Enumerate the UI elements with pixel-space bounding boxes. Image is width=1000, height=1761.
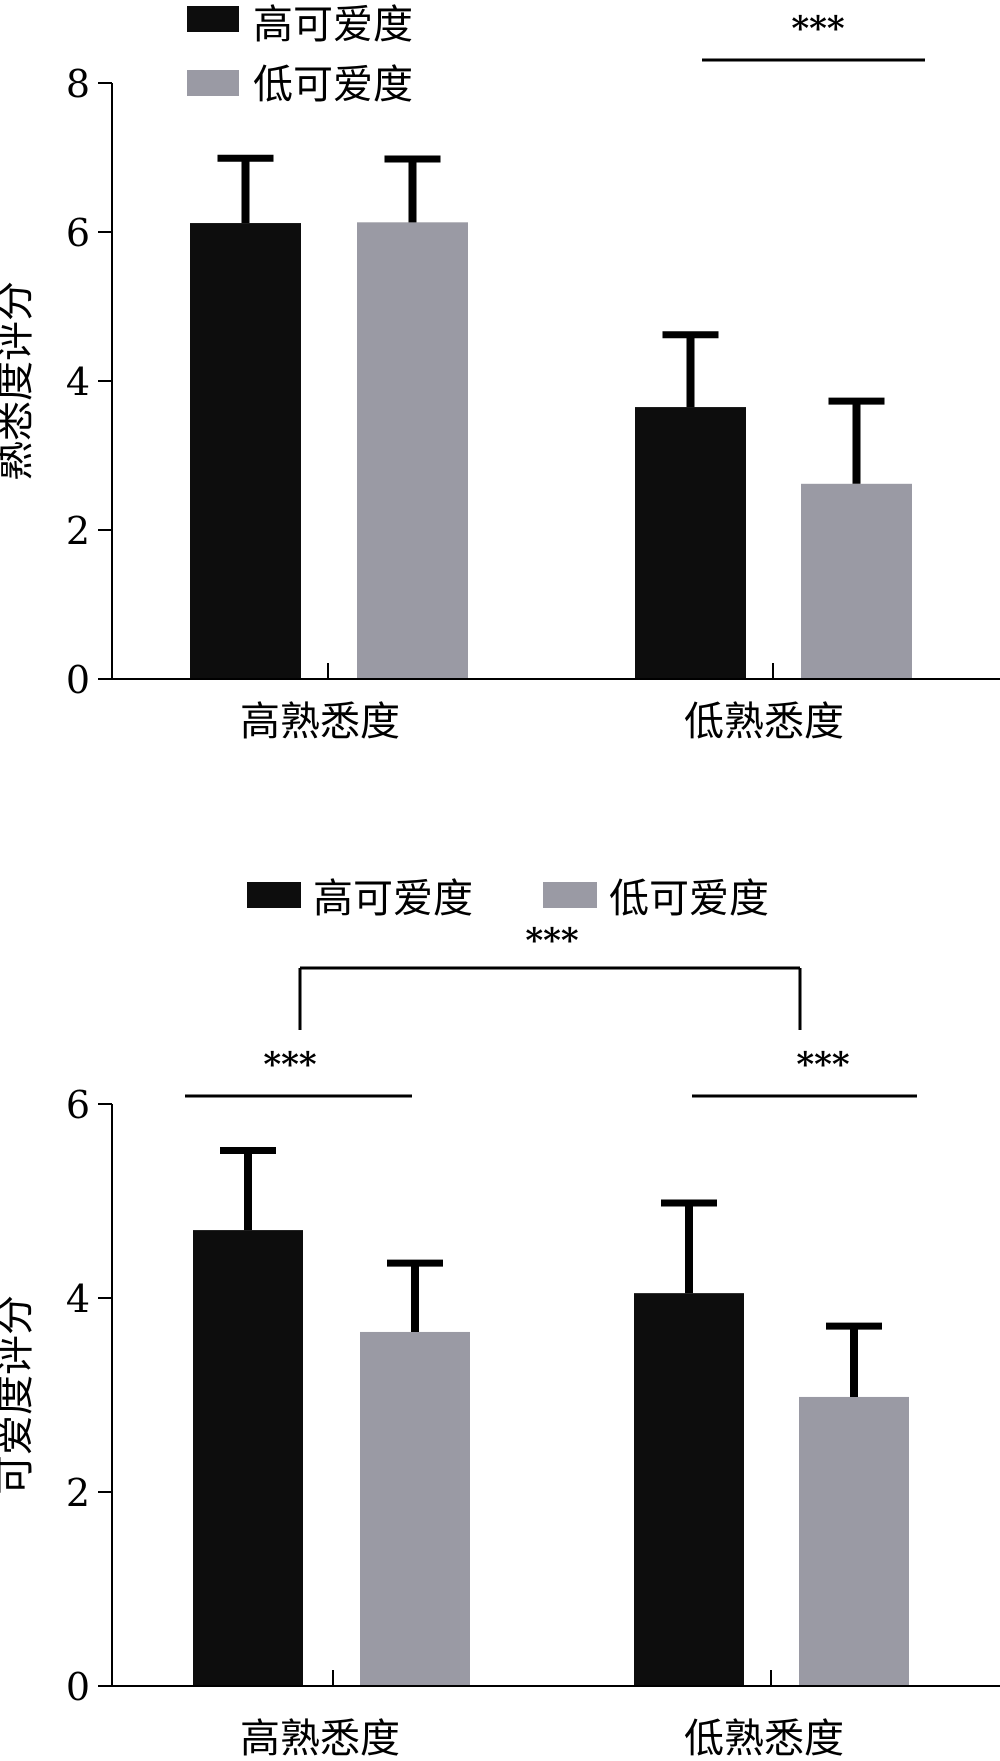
legend-label: 低可爱度 bbox=[609, 876, 769, 922]
bar bbox=[799, 1396, 909, 1686]
legend-label: 高可爱度 bbox=[313, 876, 473, 922]
y-tick-label: 2 bbox=[66, 1471, 90, 1515]
x-tick-label: 高熟悉度 bbox=[240, 1716, 400, 1761]
y-tick-label: 2 bbox=[66, 509, 90, 553]
legend-swatch bbox=[187, 6, 239, 32]
bar bbox=[357, 222, 468, 679]
bar bbox=[190, 223, 301, 679]
legend-swatch bbox=[187, 70, 239, 96]
y-axis-label: 熟悉度评分 bbox=[0, 281, 38, 481]
bar bbox=[360, 1331, 470, 1686]
bar bbox=[193, 1230, 303, 1686]
y-tick-label: 0 bbox=[66, 658, 90, 702]
legend-label: 高可爱度 bbox=[253, 2, 413, 48]
chart-2: 0 2 4 6 高熟悉度 低熟悉度 可爱度评分 高可爱度 低可爱度 *** *** *** bbox=[0, 876, 1000, 1761]
y-tick-label: 8 bbox=[66, 62, 90, 106]
y-axis-label: 可爱度评分 bbox=[0, 1295, 38, 1495]
significance-label: *** bbox=[525, 921, 579, 961]
y-tick-label: 4 bbox=[66, 360, 90, 404]
significance-label: *** bbox=[796, 1045, 850, 1085]
x-tick-label: 低熟悉度 bbox=[684, 699, 844, 745]
legend-swatch bbox=[247, 882, 301, 908]
significance-label: *** bbox=[791, 9, 845, 49]
significance-label: *** bbox=[263, 1045, 317, 1085]
x-tick-label: 低熟悉度 bbox=[684, 1716, 844, 1761]
bar bbox=[634, 1293, 744, 1686]
y-tick-label: 0 bbox=[66, 1665, 90, 1709]
legend-label: 低可爱度 bbox=[253, 62, 413, 108]
y-tick-label: 6 bbox=[66, 1083, 90, 1127]
legend-swatch bbox=[543, 882, 597, 908]
bar bbox=[635, 407, 746, 679]
x-tick-label: 高熟悉度 bbox=[240, 699, 400, 745]
y-tick-label: 4 bbox=[66, 1277, 90, 1321]
y-tick-label: 6 bbox=[66, 211, 90, 255]
bar bbox=[801, 483, 912, 679]
